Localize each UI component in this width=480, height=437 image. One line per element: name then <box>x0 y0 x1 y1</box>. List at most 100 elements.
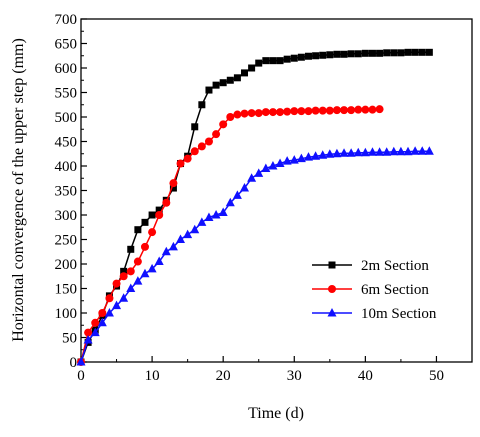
data-point <box>90 327 100 337</box>
data-point <box>225 197 235 207</box>
y-tick-label: 250 <box>55 233 78 249</box>
legend-item: 2m Section <box>312 258 429 274</box>
data-point <box>247 173 257 182</box>
data-point <box>276 108 285 117</box>
series-line <box>80 108 380 363</box>
data-point <box>212 130 221 139</box>
data-point <box>148 211 156 219</box>
data-point <box>155 211 164 219</box>
data-point <box>354 50 362 58</box>
series-group <box>76 48 434 366</box>
data-point <box>332 106 341 115</box>
legend-label: 2m Section <box>361 258 429 274</box>
data-point <box>340 106 349 115</box>
x-tick-label: 40 <box>358 368 373 384</box>
legend-marker <box>328 261 336 269</box>
data-point <box>183 154 192 163</box>
data-point <box>346 148 356 157</box>
data-point <box>112 300 122 310</box>
data-point <box>255 59 263 67</box>
data-point <box>403 146 413 156</box>
data-point <box>319 51 327 59</box>
y-tick-label: 700 <box>55 12 78 28</box>
data-point <box>376 49 384 57</box>
data-point <box>219 79 227 87</box>
data-point <box>411 48 419 56</box>
data-point <box>424 146 434 155</box>
data-point <box>261 108 270 117</box>
y-tick-label: 50 <box>62 331 77 347</box>
data-point <box>168 241 178 251</box>
y-tick-label: 650 <box>55 37 78 53</box>
data-point <box>268 161 278 170</box>
y-tick-label: 300 <box>55 208 78 224</box>
data-point <box>304 52 312 60</box>
x-tick-label: 10 <box>145 368 160 384</box>
series-1 <box>77 48 433 366</box>
data-point <box>418 48 426 56</box>
data-point <box>325 149 335 158</box>
data-point <box>105 294 114 303</box>
y-axis-title: Horizontal convergence of the upper step… <box>10 38 27 342</box>
data-point <box>304 107 313 116</box>
data-point <box>332 148 342 158</box>
legend-item: 10m Section <box>312 306 437 322</box>
data-point <box>276 57 284 65</box>
data-point <box>383 49 391 57</box>
data-point <box>176 234 186 243</box>
data-point <box>339 148 349 157</box>
data-point <box>254 168 264 177</box>
data-point <box>169 179 178 188</box>
y-tick-label: 600 <box>55 61 78 77</box>
legend-item: 6m Section <box>312 282 429 298</box>
legend-label: 6m Section <box>361 282 429 298</box>
data-point <box>275 158 285 168</box>
data-point <box>104 308 114 317</box>
data-point <box>417 146 427 155</box>
y-tick-label: 500 <box>55 110 78 126</box>
y-tick-label: 100 <box>55 306 78 322</box>
data-point <box>112 279 121 288</box>
data-point <box>390 49 398 57</box>
series-3 <box>76 146 434 366</box>
data-point <box>268 108 277 117</box>
data-point <box>120 267 128 275</box>
x-tick-label: 50 <box>429 368 444 384</box>
data-point <box>134 226 142 234</box>
y-tick-label: 0 <box>70 355 78 371</box>
data-point <box>262 57 270 65</box>
data-point <box>368 49 376 57</box>
legend-label: 10m Section <box>361 306 437 322</box>
data-point <box>375 105 384 114</box>
data-point <box>318 150 328 159</box>
data-point <box>211 210 221 219</box>
data-point <box>204 212 214 221</box>
data-point <box>290 107 299 116</box>
data-point <box>283 107 292 116</box>
legend: 2m Section 6m Section 10m Section <box>312 258 437 322</box>
x-tick-label: 30 <box>287 368 302 384</box>
y-tick-label: 400 <box>55 159 78 175</box>
y-tick-label: 150 <box>55 282 78 298</box>
data-point <box>289 155 299 164</box>
legend-marker <box>328 285 336 293</box>
data-point <box>98 309 107 317</box>
data-point <box>325 106 334 115</box>
data-point <box>169 184 177 192</box>
data-point <box>76 357 86 366</box>
axis-ticks: 0 10 20 30 40 5005010015020025030035040045050… <box>55 12 444 384</box>
data-point <box>367 147 377 156</box>
data-point <box>155 206 163 214</box>
data-point <box>183 229 193 239</box>
series-2 <box>77 105 384 366</box>
data-point <box>198 101 206 109</box>
data-point <box>353 147 363 157</box>
y-tick-label: 550 <box>55 86 78 102</box>
data-point <box>311 151 321 160</box>
data-point <box>254 109 263 118</box>
y-tick-label: 450 <box>55 135 78 151</box>
data-point <box>397 49 405 57</box>
data-point <box>248 64 256 72</box>
data-point <box>283 55 291 63</box>
